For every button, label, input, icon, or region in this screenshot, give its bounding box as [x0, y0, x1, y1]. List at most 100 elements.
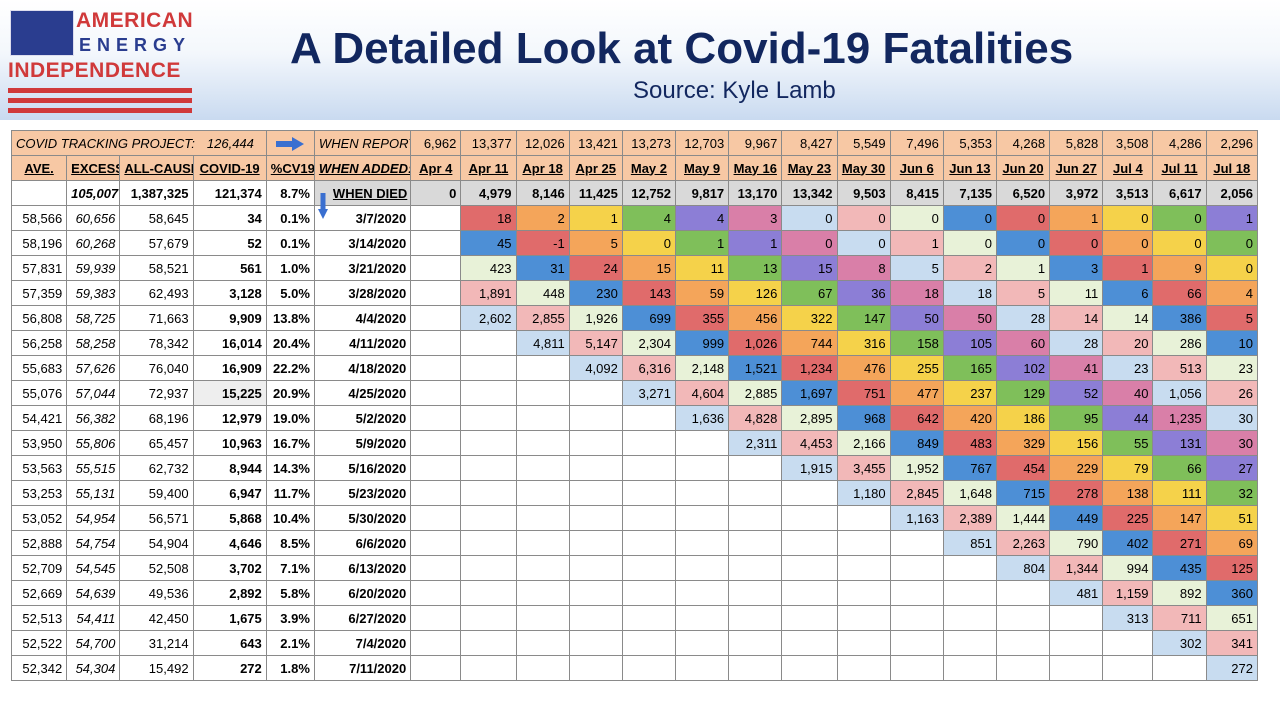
fatality-cell: 2,602 — [460, 305, 517, 331]
fatality-cell: 849 — [889, 430, 944, 456]
excess-cell: 54,304 — [66, 655, 121, 681]
fatality-cell: 40 — [1102, 380, 1154, 406]
fatality-cell: 2,855 — [515, 305, 570, 331]
covid-cell: 34 — [192, 205, 267, 231]
fatality-cell: 41 — [1049, 355, 1104, 381]
week-total: 2,056 — [1205, 180, 1259, 206]
fatality-cell: 456 — [728, 305, 783, 331]
fatality-cell: 476 — [836, 355, 891, 381]
reported-count: 5,549 — [836, 130, 891, 156]
fatality-cell — [460, 455, 517, 481]
all-cause-cell: 65,457 — [119, 430, 194, 456]
fatality-cell: 4,604 — [675, 380, 730, 406]
ave-cell: 52,522 — [10, 630, 68, 656]
fatality-cell: 95 — [1049, 405, 1104, 431]
fatality-cell — [728, 455, 783, 481]
reported-count: 3,508 — [1102, 130, 1154, 156]
fatality-cell — [995, 630, 1051, 656]
fatality-cell: 111 — [1152, 480, 1207, 506]
ave-cell: 57,359 — [10, 280, 68, 306]
all-cause-cell: 54,904 — [119, 530, 194, 556]
died-date-cell: 6/27/2020 — [313, 605, 412, 631]
ave-cell: 58,566 — [10, 205, 68, 231]
week-total: 4,979 — [460, 180, 517, 206]
fatality-cell: 28 — [1049, 330, 1104, 356]
fatality-cell: 6,316 — [621, 355, 677, 381]
fatality-cell — [728, 605, 783, 631]
column-header-row: AVE. EXCESS ALL-CAUSE COVID-19 %CV19 WHEN ADD… — [10, 155, 1259, 181]
fatality-cell — [568, 580, 623, 606]
fatality-cell — [410, 230, 462, 256]
table-row: 58,566 60,656 58,645 34 0.1% 3/7/2020 18 2 1 4 4 3 0… — [10, 205, 1259, 231]
fatality-cell: 67 — [781, 280, 838, 306]
fatality-cell: 767 — [942, 455, 997, 481]
totals-row: 105,007 1,387,325 121,374 8.7% WHEN DIED 0 4,9… — [10, 180, 1259, 206]
fatality-cell — [460, 505, 517, 531]
fatality-cell — [568, 530, 623, 556]
died-date-cell: 4/25/2020 — [313, 380, 412, 406]
fatality-cell: 24 — [568, 255, 623, 281]
fatality-cell — [1102, 630, 1154, 656]
fatality-cell: 4 — [621, 205, 677, 231]
pct-cell: 13.8% — [265, 305, 315, 331]
fatality-cell: 129 — [995, 380, 1051, 406]
fatality-cell — [568, 430, 623, 456]
pct-cell: 14.3% — [265, 455, 315, 481]
fatality-cell: 26 — [1205, 380, 1259, 406]
fatality-cell — [675, 505, 730, 531]
fatality-cell — [621, 580, 677, 606]
covid-cell: 12,979 — [192, 405, 267, 431]
fatality-cell — [1102, 655, 1154, 681]
fatality-cell: 0 — [942, 230, 997, 256]
fatality-cell: 2,389 — [942, 505, 997, 531]
pct-cell: 8.5% — [265, 530, 315, 556]
fatality-cell: 0 — [1102, 230, 1154, 256]
fatality-cell: 8 — [836, 255, 891, 281]
fatality-cell: 18 — [942, 280, 997, 306]
fatality-cell — [621, 555, 677, 581]
died-date-cell: 3/7/2020 — [313, 205, 412, 231]
fatality-cell: 2,845 — [889, 480, 944, 506]
fatality-cell: 513 — [1152, 355, 1207, 381]
fatality-cell: 4 — [675, 205, 730, 231]
fatality-cell: 20 — [1102, 330, 1154, 356]
fatality-cell: 1,344 — [1049, 555, 1104, 581]
fatality-cell: 1 — [568, 205, 623, 231]
ave-cell: 52,888 — [10, 530, 68, 556]
fatality-cell: 30 — [1205, 430, 1259, 456]
covid-cell: 272 — [192, 655, 267, 681]
table-row: 54,421 56,382 68,196 12,979 19.0% 5/2/2020 1,6… — [10, 405, 1259, 431]
fatality-cell: 4,811 — [515, 330, 570, 356]
fatality-cell: 804 — [995, 555, 1051, 581]
totals-covid: 121,374 — [192, 180, 267, 206]
fatality-cell: 1,952 — [889, 455, 944, 481]
header-all-cause: ALL-CAUSE — [119, 155, 194, 181]
fatality-cell: 147 — [836, 305, 891, 331]
fatality-cell: 2,148 — [675, 355, 730, 381]
fatality-cell: 1 — [728, 230, 783, 256]
all-cause-cell: 71,663 — [119, 305, 194, 331]
table-row: 55,683 57,626 76,040 16,909 22.2% 4/18/2020 4,… — [10, 355, 1259, 381]
fatality-cell: 143 — [621, 280, 677, 306]
fatality-cell: 423 — [460, 255, 517, 281]
fatality-cell: 45 — [460, 230, 517, 256]
fatality-cell — [410, 605, 462, 631]
fatality-cell: 156 — [1049, 430, 1104, 456]
fatality-cell: 0 — [836, 230, 891, 256]
fatality-cell: 1,697 — [781, 380, 838, 406]
reported-count: 13,273 — [621, 130, 677, 156]
fatality-cell: 1,234 — [781, 355, 838, 381]
covid-cell: 10,963 — [192, 430, 267, 456]
all-cause-cell: 56,571 — [119, 505, 194, 531]
excess-cell: 54,700 — [66, 630, 121, 656]
fatality-cell: -1 — [515, 230, 570, 256]
excess-cell: 57,044 — [66, 380, 121, 406]
table-row: 52,342 54,304 15,492 272 1.8% 7/11/2020 272 — [10, 655, 1259, 681]
all-cause-cell: 76,040 — [119, 355, 194, 381]
pct-cell: 7.1% — [265, 555, 315, 581]
tracking-total: 126,444 — [206, 135, 254, 151]
ave-cell: 52,342 — [10, 655, 68, 681]
fatality-cell — [460, 655, 517, 681]
reported-count: 7,496 — [889, 130, 944, 156]
fatality-cell: 0 — [781, 230, 838, 256]
